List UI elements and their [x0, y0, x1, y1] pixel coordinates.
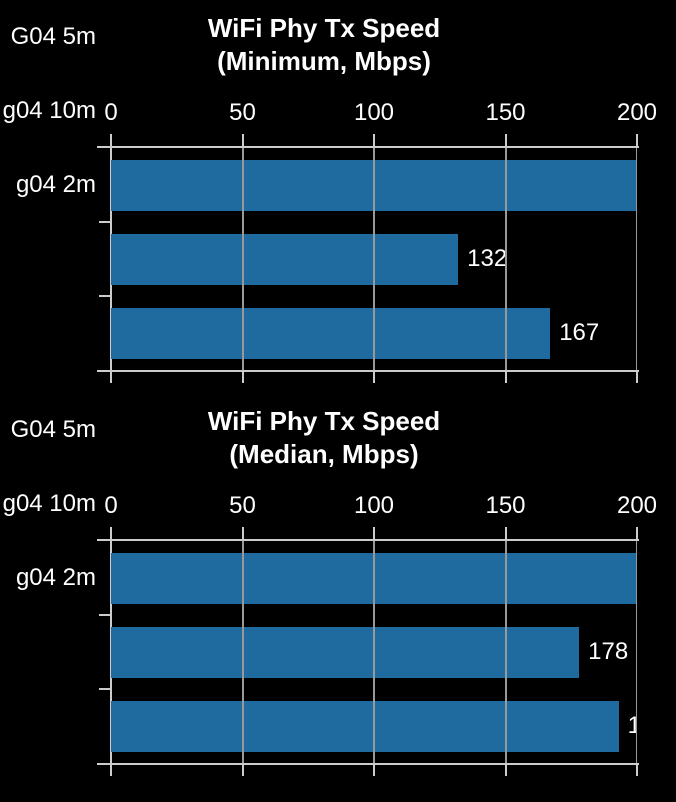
- y-axis-tick: [99, 295, 111, 297]
- x-axis-tick: [636, 765, 638, 776]
- wifi-minimum-chart: WiFi Phy Tx Speed (Minimum, Mbps) 0 50 100…: [0, 0, 676, 393]
- bar: [111, 234, 459, 285]
- x-axis-tick: [373, 527, 375, 540]
- gridline: [241, 541, 244, 763]
- bar-value-label: 167: [559, 319, 600, 346]
- bar: [111, 627, 580, 678]
- bar: [111, 701, 619, 752]
- x-axis-tick: [241, 134, 244, 147]
- x-axis-tick: [504, 134, 507, 147]
- plot-area: 200178193: [111, 541, 637, 763]
- bar-value-label: 132: [467, 245, 508, 272]
- chart-subtitle: (Minimum, Mbps): [217, 46, 431, 76]
- bar-row: 193: [111, 689, 637, 763]
- bar: [111, 308, 551, 359]
- x-axis-tick-label: 0: [104, 492, 118, 519]
- category-label: g04 10m: [2, 97, 96, 124]
- category-label: G04 5m: [10, 23, 96, 50]
- gridline: [241, 148, 244, 370]
- x-axis-tick: [373, 372, 375, 383]
- x-axis-tick: [373, 765, 375, 776]
- category-label: g04 2m: [15, 564, 96, 591]
- x-axis-tick-label: 0: [104, 99, 118, 126]
- bar-row: 167: [111, 296, 637, 370]
- x-axis-tick: [110, 372, 112, 383]
- y-axis-tick: [99, 614, 111, 616]
- x-axis-tick-label: 200: [616, 99, 658, 126]
- gridline: [636, 541, 637, 763]
- y-axis-tick: [99, 688, 111, 690]
- x-axis-tick: [110, 765, 112, 776]
- category-label: G04 5m: [10, 416, 96, 443]
- x-axis-tick: [504, 372, 507, 383]
- x-axis-tick: [241, 765, 244, 776]
- x-axis-tick-label: 100: [353, 99, 395, 126]
- x-axis-tick-label: 150: [485, 99, 526, 126]
- x-axis-tick: [636, 372, 638, 383]
- bar-row: 132: [111, 222, 637, 296]
- x-axis-tick: [110, 527, 112, 540]
- x-axis-tick: [241, 372, 244, 383]
- x-axis-tick-label: 200: [616, 492, 658, 519]
- gridline: [373, 148, 375, 370]
- x-axis-tick: [241, 527, 244, 540]
- x-axis-tick: [636, 134, 638, 147]
- gridline: [504, 541, 507, 763]
- x-axis-tick: [504, 527, 507, 540]
- x-axis-tick-label: 100: [353, 492, 395, 519]
- y-axis-tick: [99, 221, 111, 223]
- x-axis-tick: [636, 527, 638, 540]
- x-axis-line-top: [97, 146, 639, 148]
- plot-area: 200132167: [111, 148, 637, 370]
- chart-title: WiFi Phy Tx Speed: [207, 406, 441, 436]
- x-axis-tick-label: 50: [229, 99, 256, 126]
- x-axis-line-bottom: [97, 370, 639, 372]
- category-label: g04 2m: [15, 171, 96, 198]
- bar-value-label: 178: [588, 638, 629, 665]
- x-axis-line-bottom: [97, 763, 639, 765]
- x-axis-tick: [504, 765, 507, 776]
- chart-subtitle: (Median, Mbps): [229, 439, 419, 469]
- gridline: [373, 541, 375, 763]
- chart-title: WiFi Phy Tx Speed: [207, 13, 441, 43]
- x-axis-tick: [110, 134, 112, 147]
- bar-row: 178: [111, 615, 637, 689]
- wifi-median-chart: WiFi Phy Tx Speed (Median, Mbps) 0 50 100 1…: [0, 393, 676, 786]
- x-axis-tick-label: 50: [229, 492, 256, 519]
- x-axis-tick: [373, 134, 375, 147]
- x-axis-tick-label: 150: [485, 492, 526, 519]
- gridline: [504, 148, 507, 370]
- category-label: g04 10m: [2, 490, 96, 517]
- gridline: [636, 148, 637, 370]
- x-axis-line-top: [97, 539, 639, 541]
- bar-value-label: 193: [627, 712, 637, 739]
